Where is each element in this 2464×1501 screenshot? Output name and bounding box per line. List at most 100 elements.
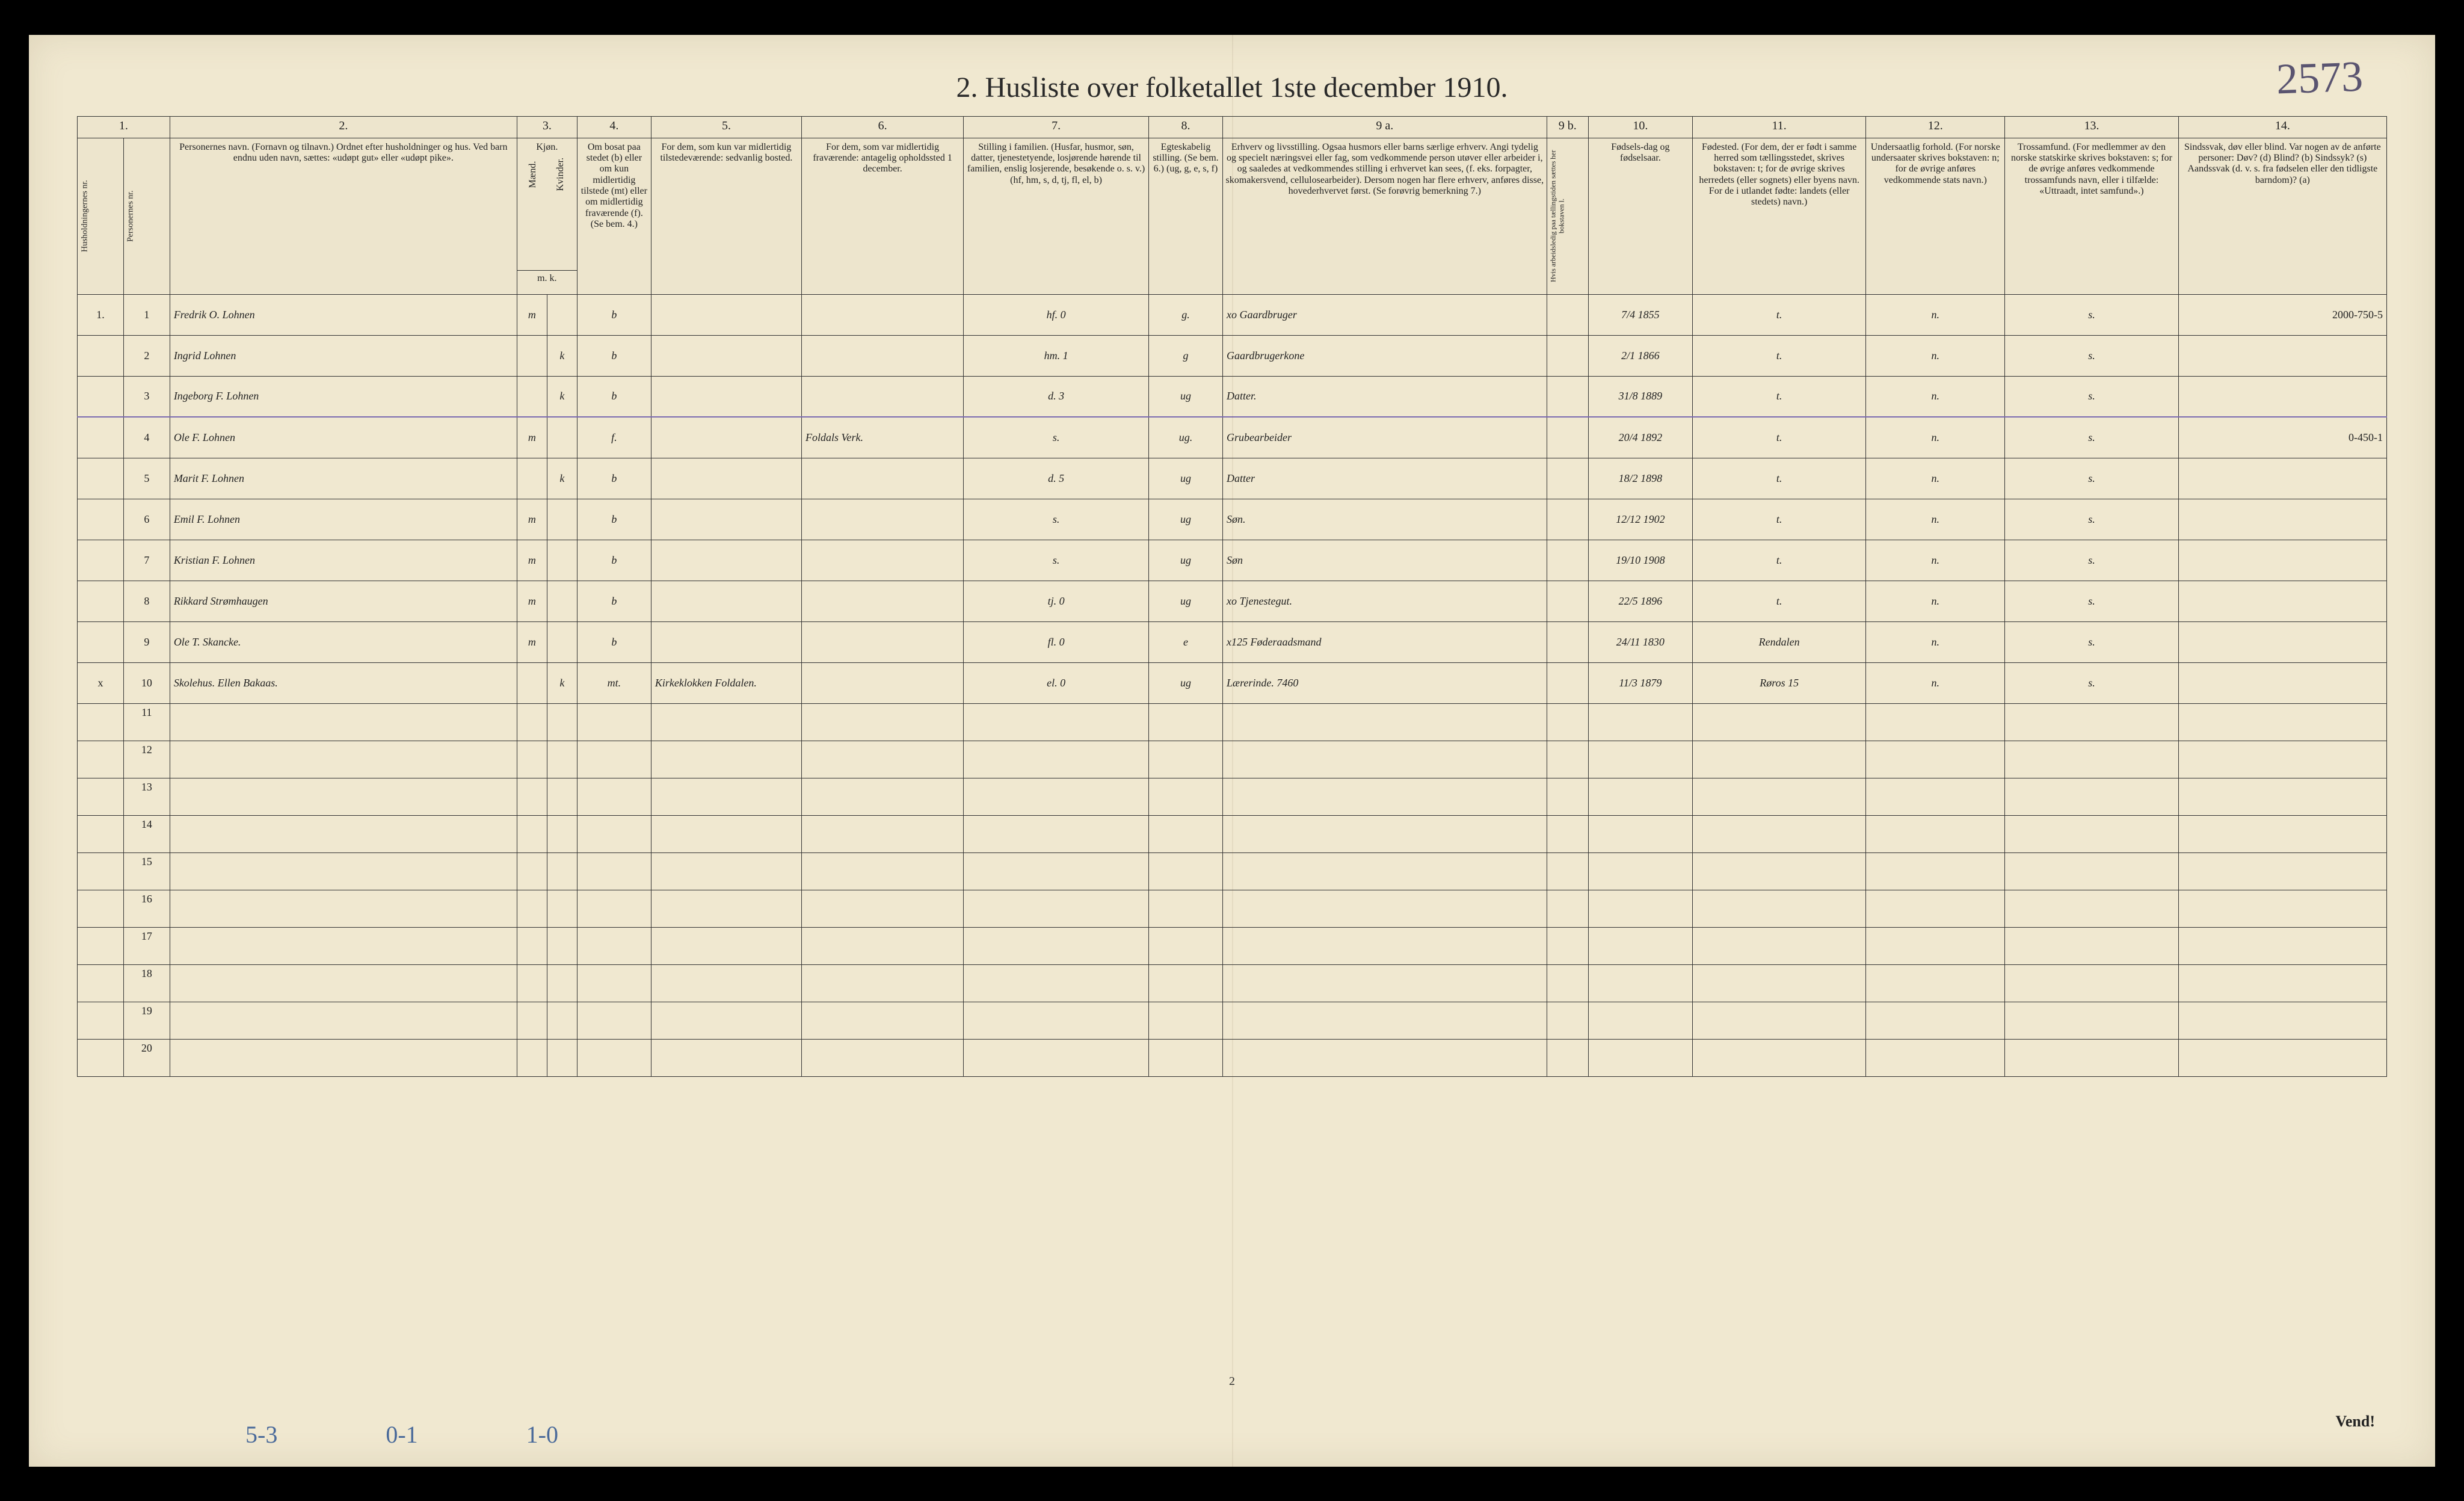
cell [1223, 852, 1547, 890]
cell [577, 927, 651, 964]
table-row: 8Rikkard Strømhaugenmbtj. 0ugxo Tjeneste… [78, 581, 2387, 621]
cell: 12/12 1902 [1588, 499, 1692, 540]
cell: 11 [123, 703, 170, 741]
cell [78, 1002, 124, 1039]
cell: b [577, 458, 651, 499]
cell [547, 964, 577, 1002]
cell: xo Gaardbruger [1223, 294, 1547, 335]
cell [78, 890, 124, 927]
cell [1692, 703, 1866, 741]
cell: Fredrik O. Lohnen [170, 294, 517, 335]
cell: m [517, 417, 547, 458]
cell: d. 5 [964, 458, 1149, 499]
cell [2005, 927, 2179, 964]
cell [651, 621, 801, 662]
cell: 13 [123, 778, 170, 815]
cell: n. [1866, 499, 2005, 540]
cell [1588, 1002, 1692, 1039]
cell [801, 540, 963, 581]
cell: s. [2005, 662, 2179, 703]
cell [170, 778, 517, 815]
cell [801, 741, 963, 778]
cell [1588, 778, 1692, 815]
cell [1866, 778, 2005, 815]
cell [1547, 417, 1588, 458]
cell [1223, 703, 1547, 741]
cell [517, 852, 547, 890]
cell [2178, 1002, 2386, 1039]
cell: Ingrid Lohnen [170, 335, 517, 376]
cell: g. [1148, 294, 1222, 335]
cell [651, 1002, 801, 1039]
header-female: Kvinder. [555, 158, 566, 191]
cell [1692, 852, 1866, 890]
cell: b [577, 499, 651, 540]
cell [2178, 540, 2386, 581]
cell [547, 927, 577, 964]
cell [547, 417, 577, 458]
cell [577, 852, 651, 890]
cell: Søn [1223, 540, 1547, 581]
cell [1547, 540, 1588, 581]
census-page: 2573 2. Husliste over folketallet 1ste d… [29, 35, 2435, 1467]
cell [517, 458, 547, 499]
column-number: 6. [801, 116, 963, 138]
cell [1223, 1039, 1547, 1076]
table-row: 3Ingeborg F. Lohnenkbd. 3ugDatter.31/8 1… [78, 376, 2387, 417]
cell: b [577, 294, 651, 335]
cell [547, 621, 577, 662]
cell [2005, 703, 2179, 741]
cell [78, 621, 124, 662]
cell [651, 376, 801, 417]
cell: 18 [123, 964, 170, 1002]
cell [577, 1002, 651, 1039]
header-temp-absent: For dem, som var midlertidig fraværende:… [801, 138, 963, 294]
cell: fl. 0 [964, 621, 1149, 662]
cell: ug. [1148, 417, 1222, 458]
cell: Ingeborg F. Lohnen [170, 376, 517, 417]
table-row: 7Kristian F. Lohnenmbs.ugSøn19/10 1908t.… [78, 540, 2387, 581]
cell [1223, 778, 1547, 815]
bottom-note: 0-1 [386, 1420, 417, 1449]
cell [577, 741, 651, 778]
cell [1547, 1002, 1588, 1039]
header-sex-label: Kjøn. [520, 142, 574, 153]
cell [651, 815, 801, 852]
cell [651, 703, 801, 741]
cell: 2/1 1866 [1588, 335, 1692, 376]
cell: t. [1692, 581, 1866, 621]
cell [1547, 581, 1588, 621]
header-residence: Om bosat paa stedet (b) eller om kun mid… [577, 138, 651, 294]
header-unemployed: Hvis arbeidsledig paa tællingstiden sætt… [1547, 138, 1588, 294]
table-row: 4Ole F. Lohnenmf.Foldals Verk.s.ug.Grube… [78, 417, 2387, 458]
cell: 20 [123, 1039, 170, 1076]
cell [577, 964, 651, 1002]
header-occupation: Erhverv og livsstilling. Ogsaa husmors e… [1223, 138, 1547, 294]
cell: d. 3 [964, 376, 1149, 417]
table-row-empty: 11 [78, 703, 2387, 741]
cell [517, 815, 547, 852]
cell: b [577, 335, 651, 376]
cell [577, 890, 651, 927]
cell [1866, 703, 2005, 741]
header-row: Husholdningernes nr. Personernes nr. Per… [78, 138, 2387, 270]
cell [1547, 499, 1588, 540]
cell [1148, 741, 1222, 778]
cell [651, 458, 801, 499]
cell: t. [1692, 335, 1866, 376]
table-row-empty: 13 [78, 778, 2387, 815]
cell: Rikkard Strømhaugen [170, 581, 517, 621]
cell [2178, 499, 2386, 540]
cell: s. [2005, 417, 2179, 458]
table-row: 1.1Fredrik O. Lohnenmbhf. 0g.xo Gaardbru… [78, 294, 2387, 335]
cell [1588, 852, 1692, 890]
cell: x [78, 662, 124, 703]
cell: xo Tjenestegut. [1223, 581, 1547, 621]
cell: 24/11 1830 [1588, 621, 1692, 662]
cell [517, 662, 547, 703]
header-family-pos: Stilling i familien. (Husfar, husmor, sø… [964, 138, 1149, 294]
cell [2178, 621, 2386, 662]
cell: s. [2005, 499, 2179, 540]
cell: s. [964, 540, 1149, 581]
cell [2005, 890, 2179, 927]
